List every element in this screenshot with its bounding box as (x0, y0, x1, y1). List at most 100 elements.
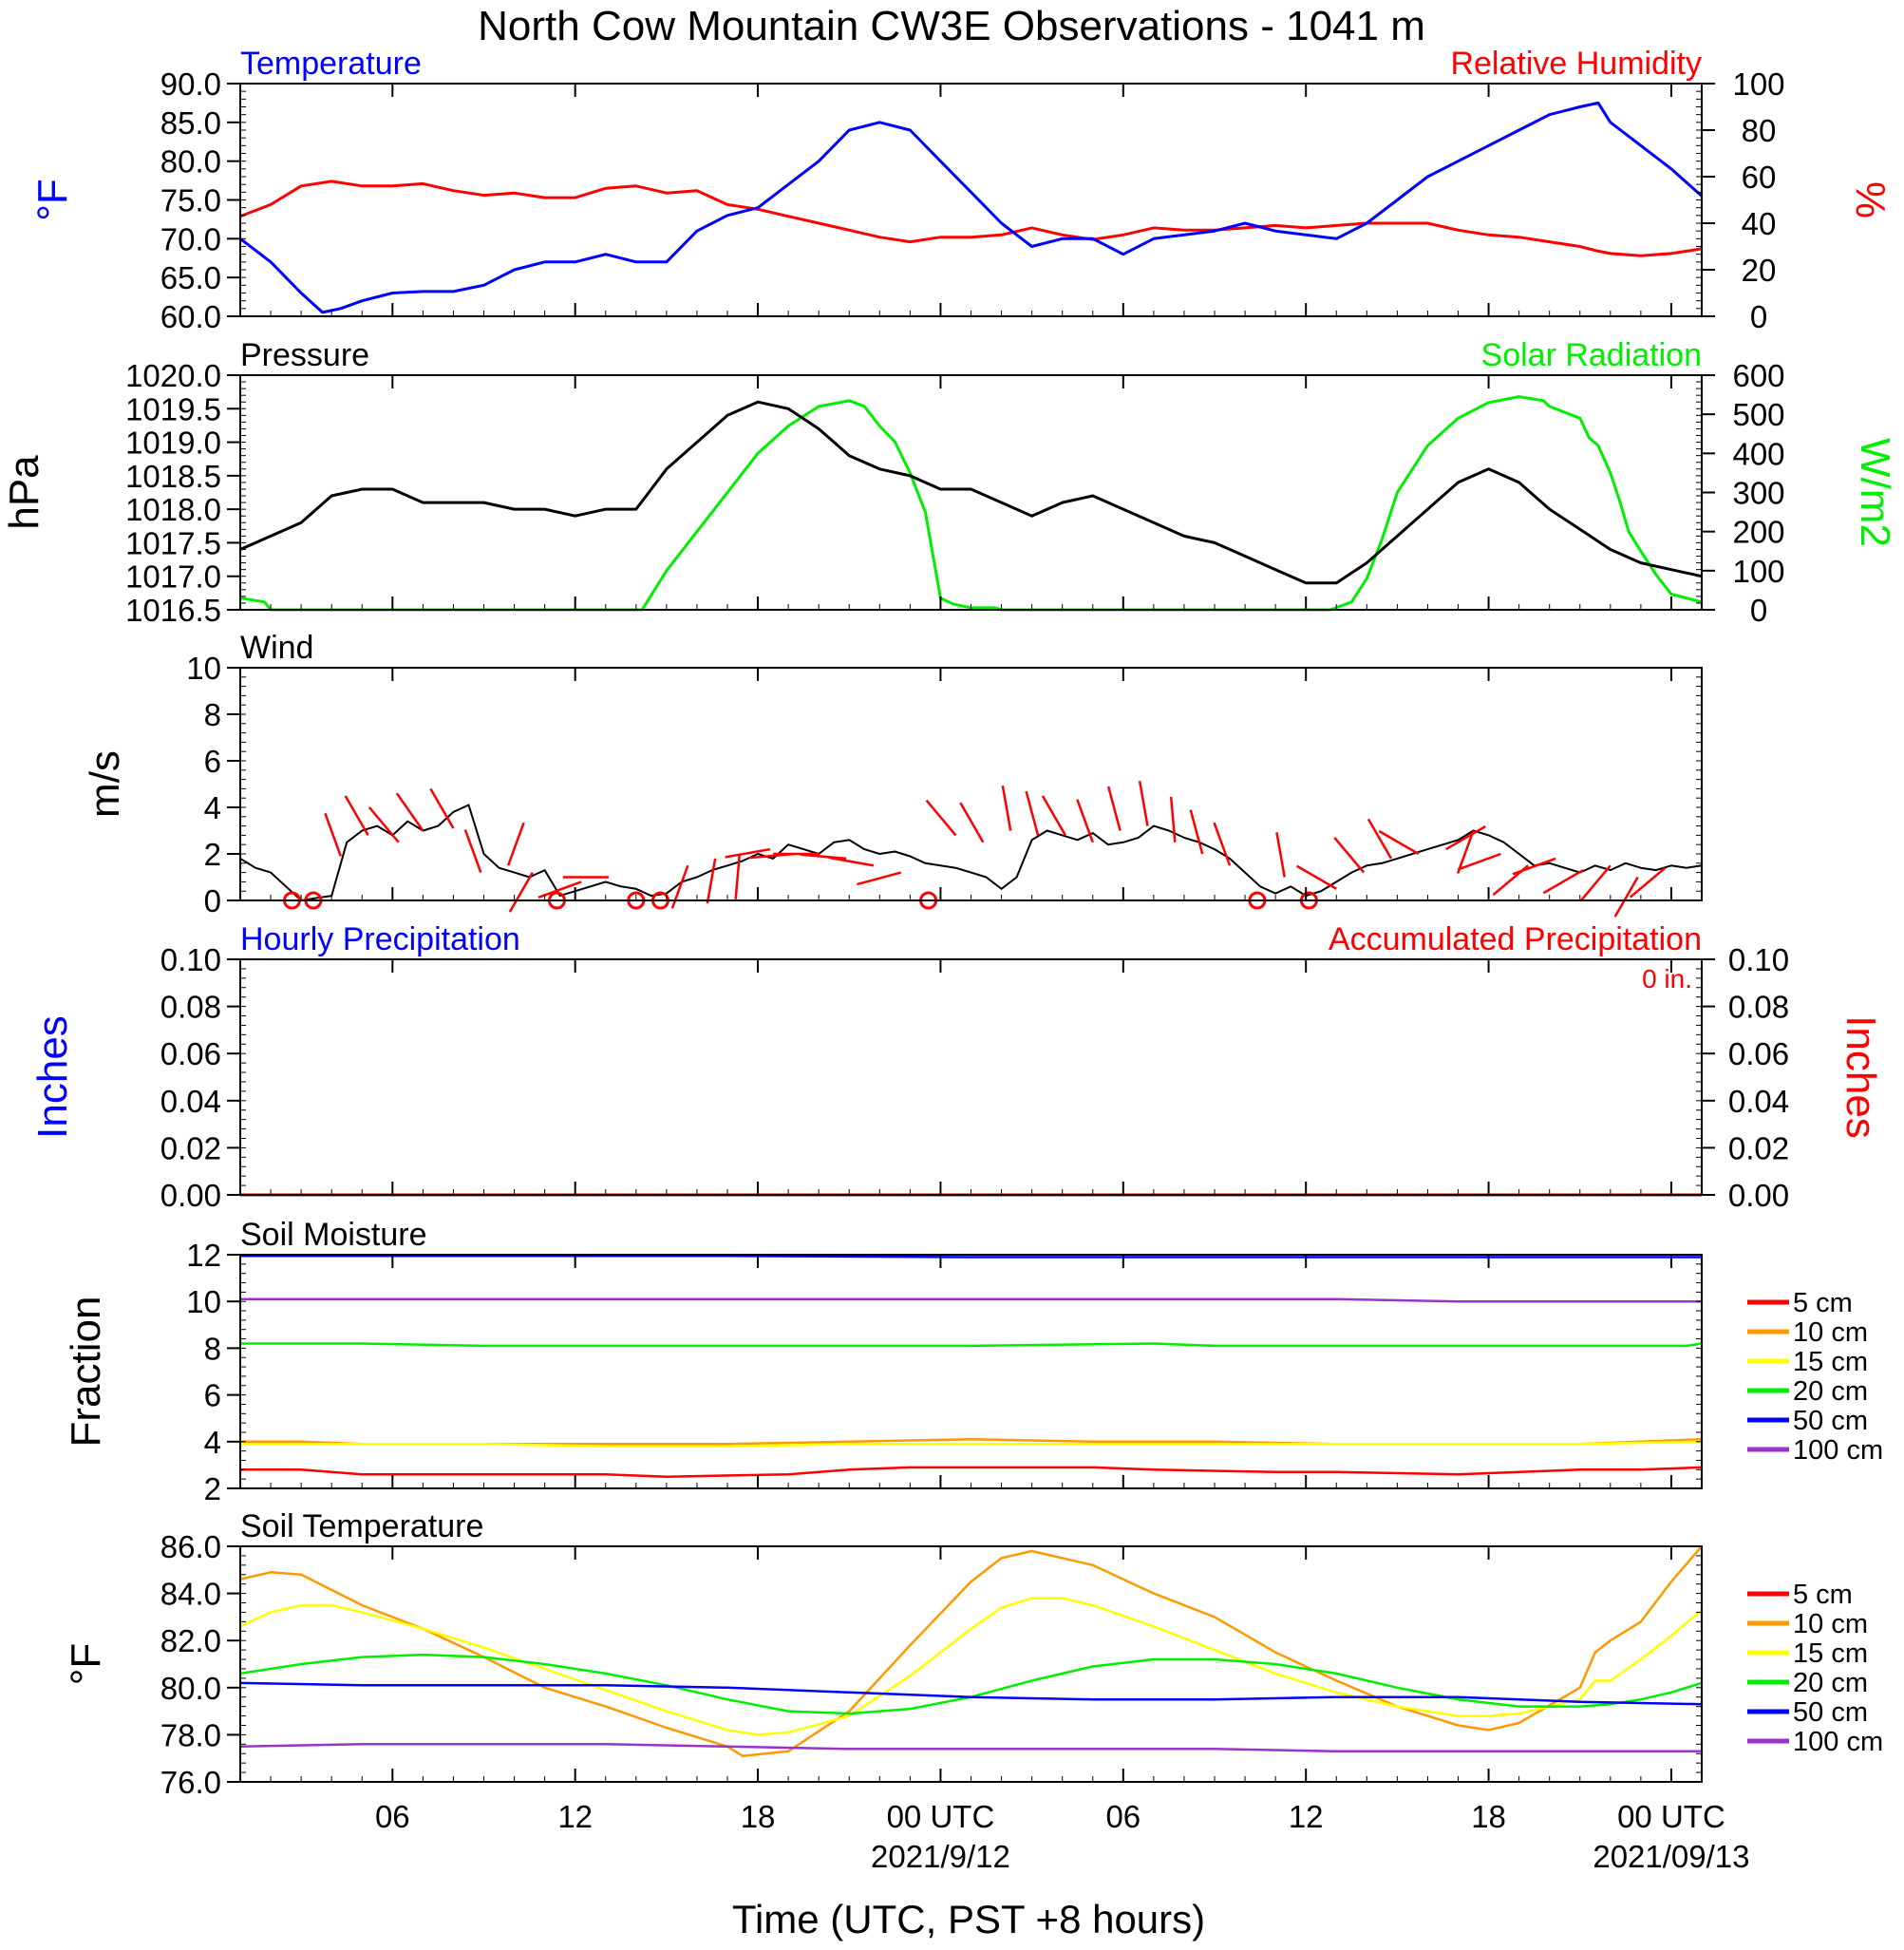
wind-barb (1542, 869, 1584, 895)
y-tick-label-left: 8 (204, 1331, 221, 1366)
y-tick-label-left: 1018.0 (125, 492, 221, 527)
y-tick-label-right: 80 (1742, 113, 1777, 148)
wind-barb (1213, 822, 1232, 866)
legend-label: 20 cm (1793, 1376, 1868, 1407)
wind-barb (395, 792, 424, 832)
y-tick-label-right: 0.00 (1728, 1178, 1789, 1213)
y-tick-label-left: 2 (204, 837, 221, 872)
y-tick-label-left: 85.0 (160, 105, 221, 141)
panel-title-right: Solar Radiation (1481, 337, 1702, 373)
wind-barb (734, 853, 742, 899)
wind-barb (1512, 857, 1556, 876)
panel-frame (239, 1254, 1703, 1489)
x-date-label: 2021/9/12 (871, 1839, 1010, 1874)
panel-frame (239, 667, 1703, 901)
y-tick-label-left: 60.0 (160, 299, 221, 334)
wind-barb (344, 795, 369, 837)
y-tick-label-left: 76.0 (160, 1765, 221, 1800)
accumulated-total: 0 in. (1642, 964, 1692, 994)
y-axis-label-right: Inches (1838, 1015, 1884, 1139)
panel-title-left: Pressure (240, 337, 369, 373)
legend-label: 15 cm (1793, 1638, 1868, 1669)
y-axis-label-right: W/m2 (1852, 438, 1898, 547)
x-tick-label: 18 (1471, 1799, 1506, 1834)
y-tick-label-left: 10 (186, 651, 221, 686)
wind-barb (429, 787, 455, 829)
wind-barb (1138, 781, 1149, 826)
y-axis-label-left: m/s (82, 750, 128, 818)
wind-barb (537, 880, 582, 899)
panel-title-left: Soil Temperature (240, 1508, 483, 1544)
y-tick-label-left: 80.0 (160, 144, 221, 180)
wind-barb (1367, 818, 1393, 860)
x-tick-label: 06 (375, 1799, 410, 1834)
y-tick-label-right: 0.10 (1728, 942, 1789, 977)
temperature-line (239, 101, 1703, 314)
panels: 60.065.070.075.080.085.090.0020406080100… (1, 46, 1898, 1800)
depth-line-4 (240, 1254, 1702, 1259)
depth-line-5 (240, 1297, 1702, 1303)
y-tick-label-left: 0.10 (160, 942, 221, 977)
y-tick-label-left: 1020.0 (125, 358, 221, 393)
y-tick-label-left: 0.08 (160, 990, 221, 1025)
y-tick-label-right: 0 (1750, 299, 1767, 334)
depth-line-0 (240, 1466, 1703, 1478)
y-tick-label-left: 80.0 (160, 1671, 221, 1706)
y-tick-label-right: 500 (1732, 397, 1784, 432)
y-axis-label-left: Fraction (63, 1297, 109, 1448)
wind-barb (1457, 852, 1501, 871)
x-tick-label: 00 UTC (1617, 1799, 1725, 1834)
wind-barb (324, 812, 342, 857)
wind-barb (857, 871, 902, 886)
y-tick-label-left: 0.02 (160, 1130, 221, 1165)
y-axis-label-left: hPa (1, 455, 47, 530)
legend-label: 10 cm (1793, 1609, 1868, 1639)
wind-barb (1275, 832, 1286, 878)
y-tick-label-left: 1019.0 (125, 426, 221, 461)
panel-frame (239, 83, 1703, 317)
y-tick-label-right: 600 (1732, 358, 1784, 393)
y-tick-label-right: 40 (1742, 206, 1777, 241)
depth-line-2 (239, 1597, 1703, 1736)
y-tick-label-right: 0.06 (1728, 1036, 1789, 1071)
y-tick-label-left: 86.0 (160, 1529, 221, 1564)
wind-barb (1189, 809, 1204, 855)
y-tick-label-left: 0.04 (160, 1084, 221, 1119)
x-tick-label: 00 UTC (887, 1799, 995, 1834)
x-tick-label: 06 (1105, 1799, 1141, 1834)
x-axis-label: Time (UTC, PST +8 hours) (732, 1897, 1205, 1941)
y-axis-label-left: °F (29, 179, 76, 220)
depth-line-3 (240, 1342, 1703, 1348)
y-tick-label-left: 1016.5 (125, 593, 221, 628)
panel-frame (239, 958, 1703, 1196)
y-tick-label-left: 0.00 (160, 1178, 221, 1213)
y-tick-label-left: 4 (204, 1425, 221, 1460)
wind-barb (959, 802, 985, 843)
wind-barb (1041, 795, 1066, 837)
wind-barb (1106, 786, 1122, 831)
panel-1: 1016.51017.01017.51018.01018.51019.01019… (1, 337, 1898, 628)
y-tick-label-right: 300 (1732, 476, 1784, 511)
y-tick-label-left: 1018.5 (125, 459, 221, 494)
wind-barb (706, 858, 717, 904)
y-tick-label-left: 1017.5 (125, 525, 221, 560)
wind-barb (1025, 790, 1040, 836)
legend-label: 20 cm (1793, 1668, 1868, 1698)
y-tick-label-left: 0.06 (160, 1036, 221, 1071)
wind-barb (1333, 837, 1366, 874)
wind-barb (463, 829, 482, 874)
y-tick-label-left: 8 (204, 697, 221, 732)
y-tick-label-left: 65.0 (160, 260, 221, 295)
panel-3: 0.00 0.02 0.04 0.06 0.08 0.10 0.00 0.02 0.04 0.06… (29, 921, 1884, 1213)
panel-title-left: Wind (240, 630, 313, 666)
panel-frame (239, 374, 1703, 611)
wind-barb (1169, 796, 1177, 842)
depth-line-2 (240, 1440, 1703, 1448)
x-tick-label: 18 (741, 1799, 776, 1834)
wind-barb (506, 822, 525, 866)
y-tick-label-right: 0.04 (1728, 1084, 1789, 1119)
panel-title-right: Accumulated Precipitation (1329, 921, 1702, 957)
y-tick-label-left: 10 (186, 1284, 221, 1319)
